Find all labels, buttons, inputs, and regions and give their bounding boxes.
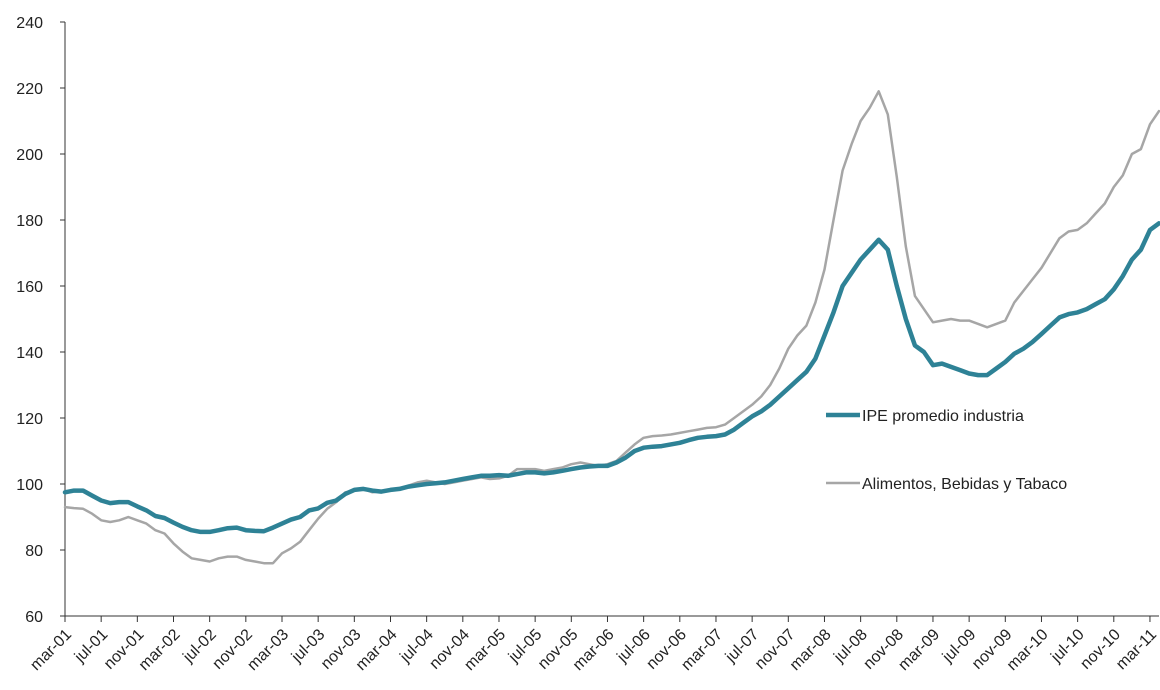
x-tick-label: mar-11 bbox=[1113, 626, 1160, 673]
y-tick-label: 80 bbox=[25, 543, 43, 560]
x-tick-label: mar-10 bbox=[1004, 626, 1052, 674]
y-tick-label: 200 bbox=[16, 147, 43, 164]
y-axis: 60 80 100 120 140 160 180 200 220 240 bbox=[16, 15, 66, 626]
x-tick-label: mar-09 bbox=[895, 626, 943, 674]
y-tick-label: 160 bbox=[16, 279, 43, 296]
x-tick-label: mar-01 bbox=[27, 626, 75, 674]
x-tick-label: mar-08 bbox=[787, 626, 835, 674]
legend-label-ipe: IPE promedio industria bbox=[862, 408, 1024, 425]
y-tick-label: 220 bbox=[16, 81, 43, 98]
legend-entry-ipe: IPE promedio industria bbox=[826, 408, 1024, 425]
x-axis: mar-01jul-01nov-01mar-02jul-02nov-02mar-… bbox=[27, 615, 1160, 674]
y-tick-label: 180 bbox=[16, 213, 43, 230]
x-tick-label: mar-02 bbox=[136, 626, 184, 674]
y-tick-label: 100 bbox=[16, 477, 43, 494]
legend: IPE promedio industria Alimentos, Bebida… bbox=[826, 408, 1067, 493]
y-tick-label: 240 bbox=[16, 15, 43, 32]
x-tick-label: mar-07 bbox=[678, 626, 726, 674]
legend-entry-alimentos: Alimentos, Bebidas y Tabaco bbox=[826, 476, 1067, 493]
x-tick-label: mar-04 bbox=[353, 626, 401, 674]
y-tick-label: 60 bbox=[25, 609, 43, 626]
x-tick-label: mar-06 bbox=[570, 626, 618, 674]
legend-label-alimentos: Alimentos, Bebidas y Tabaco bbox=[862, 476, 1067, 493]
y-tick-label: 120 bbox=[16, 411, 43, 428]
x-tick-label: mar-03 bbox=[244, 626, 292, 674]
x-tick-label: mar-05 bbox=[461, 626, 509, 674]
series-layer bbox=[62, 90, 1160, 565]
y-tick-label: 140 bbox=[16, 345, 43, 362]
series-line-ipe bbox=[62, 221, 1160, 535]
